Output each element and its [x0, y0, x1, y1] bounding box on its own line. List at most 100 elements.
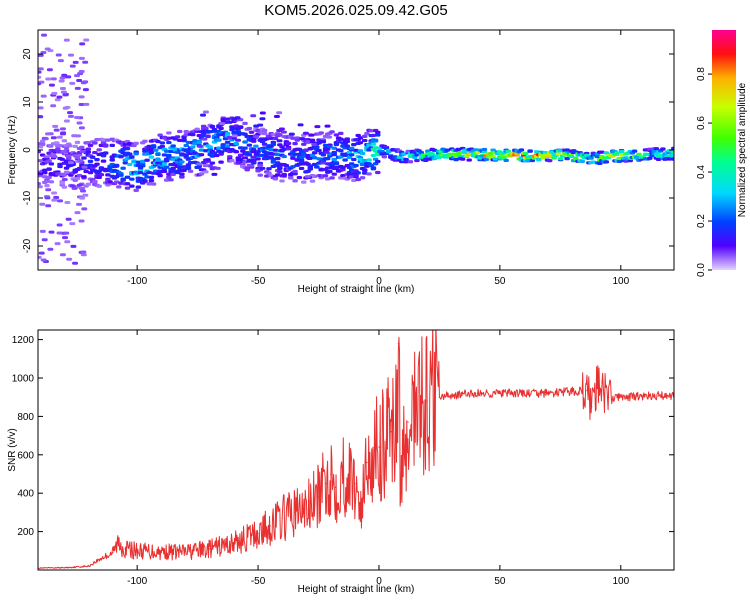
- spectrogram-cell: [292, 169, 298, 174]
- spectrogram-cell: [346, 150, 353, 154]
- spectrogram-cell: [211, 151, 218, 155]
- spectrogram-cell: [187, 169, 194, 173]
- spectrogram-cell: [259, 117, 266, 121]
- spectrogram-cell: [226, 136, 233, 140]
- spectrogram-cell: [146, 181, 152, 186]
- spectrogram-cell: [179, 152, 185, 156]
- spectrogram-cell: [346, 155, 353, 160]
- spectrogram-cell: [348, 153, 355, 157]
- spectrogram-cell: [42, 137, 49, 141]
- spectrogram-cell: [82, 80, 89, 84]
- spectrogram-cell: [375, 152, 381, 157]
- spectrogram-cell: [67, 53, 74, 57]
- snr-point: [475, 392, 477, 394]
- spectrogram-cell: [261, 128, 268, 133]
- spectrogram-cell: [481, 147, 488, 152]
- snr-point: [620, 396, 622, 398]
- snr-point: [117, 542, 119, 544]
- spectrogram-cell: [257, 163, 264, 167]
- spectrogram-cell: [56, 95, 63, 99]
- spectrogram-cell: [100, 154, 107, 158]
- snr-ytick-label: 200: [17, 527, 34, 538]
- spectrogram-cell: [305, 140, 311, 144]
- spectrogram-cell: [305, 153, 311, 158]
- spectrogram-cell: [78, 56, 85, 60]
- spectrogram-cell: [618, 149, 625, 154]
- spectrogram-cell: [201, 137, 208, 141]
- spectrogram-cell: [261, 146, 268, 150]
- colorbar: 0.0 0.2 0.4 0.6 0.8 Normalized spectral ampl…: [696, 30, 748, 277]
- spectrogram-cell: [170, 172, 176, 177]
- spectrogram-cell: [57, 199, 64, 203]
- spectrogram-cell: [318, 168, 324, 172]
- spectrogram-cell: [80, 253, 87, 257]
- spectrogram-cell: [159, 144, 166, 149]
- spectrogram-cell: [109, 143, 115, 147]
- spectrogram-cell: [50, 77, 57, 81]
- spectrogram-cell: [92, 150, 98, 155]
- spectrogram-cell: [82, 88, 89, 92]
- spectrogram-cell: [190, 145, 196, 149]
- spectrogram-cell: [242, 156, 249, 160]
- spectrogram-cell: [375, 133, 381, 137]
- spectrogram-cell: [126, 152, 133, 156]
- spectrogram-ytick-label: 0: [22, 147, 33, 153]
- spectrogram-cell: [627, 159, 633, 163]
- spectrogram-cell: [655, 157, 662, 162]
- spectrogram-cell: [274, 161, 281, 165]
- spectrogram-cell: [41, 238, 48, 242]
- spectrogram-cell: [529, 158, 536, 163]
- spectrogram-cell: [166, 140, 172, 145]
- spectrogram-cell: [250, 114, 257, 118]
- spectrogram-cell: [146, 170, 152, 175]
- spectrogram-cell: [60, 90, 67, 94]
- spectrogram-cell: [187, 161, 194, 165]
- spectrogram-cell: [324, 157, 331, 161]
- snr-point: [397, 342, 399, 345]
- spectrogram-cell: [74, 115, 81, 119]
- spectrogram-cell: [78, 186, 85, 190]
- spectrogram-cell: [183, 130, 189, 134]
- snr-point: [317, 496, 320, 498]
- spectrogram-cell: [277, 170, 283, 174]
- spectrogram-cell: [150, 182, 157, 186]
- spectrogram-cell: [288, 132, 295, 136]
- spectrogram-cell: [258, 137, 265, 141]
- spectrogram-x-label: Height of straight line (km): [298, 284, 415, 295]
- spectrogram-cell: [61, 177, 68, 181]
- spectrogram-cell: [76, 202, 83, 206]
- spectrogram-cell: [250, 150, 257, 154]
- spectrogram-cell: [479, 154, 485, 158]
- spectrogram-cell: [281, 154, 287, 159]
- spectrogram-cell: [333, 133, 340, 137]
- spectrogram-cell: [61, 173, 68, 177]
- snr-point: [257, 532, 259, 535]
- spectrogram-cell: [198, 148, 205, 152]
- spectrogram-cell: [250, 139, 257, 143]
- spectrogram-cell: [67, 114, 74, 118]
- spectrogram-cell: [155, 139, 161, 144]
- spectrogram-cell: [518, 148, 525, 152]
- spectrogram-cell: [324, 124, 331, 128]
- spectrogram-cell: [185, 165, 192, 170]
- spectrogram-cell: [85, 140, 92, 145]
- spectrogram-cell: [69, 222, 76, 226]
- spectrogram-cell: [235, 156, 242, 160]
- spectrogram-cell: [235, 130, 242, 134]
- spectrogram-cell: [483, 157, 490, 161]
- spectrogram-cell: [274, 157, 281, 161]
- spectrogram-cell: [265, 134, 272, 138]
- spectrogram-cell: [248, 164, 255, 168]
- spectrogram-cell: [429, 152, 435, 156]
- spectrogram-cell: [323, 150, 330, 154]
- spectrogram-cell: [359, 162, 366, 167]
- spectrogram-cell: [205, 158, 211, 162]
- snr-point: [378, 446, 380, 448]
- spectrogram-cell: [372, 146, 379, 150]
- spectrogram-cell: [47, 247, 54, 251]
- colorbar-gradient: [712, 30, 736, 270]
- spectrogram-cell: [131, 160, 137, 164]
- spectrogram-cell: [268, 156, 275, 160]
- spectrogram-cell: [105, 173, 111, 177]
- spectrogram-cell: [194, 127, 200, 131]
